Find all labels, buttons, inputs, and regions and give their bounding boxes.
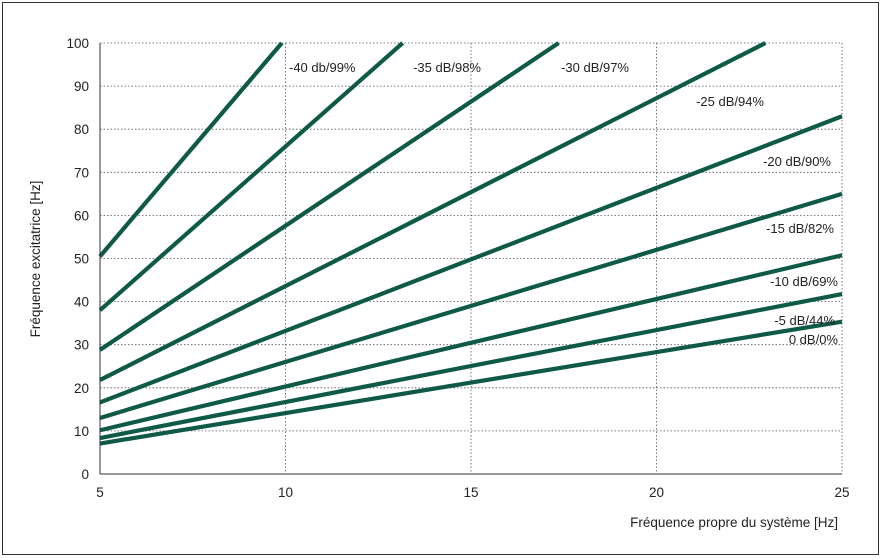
series-labels: 0 dB/0% -5 dB/44% -10 dB/69% -15 dB/82% -20 …: [289, 60, 838, 347]
x-tick-label: 20: [649, 485, 664, 500]
y-tick-label: 50: [74, 252, 89, 267]
y-tick-label: 60: [74, 208, 89, 223]
series-line: [98, 41, 560, 352]
y-axis-title: Fréquence excitatrice [Hz]: [28, 181, 43, 338]
series-label: 0 dB/0%: [789, 332, 839, 347]
series-label: -10 dB/69%: [770, 274, 838, 289]
y-tick-label: 80: [74, 122, 89, 137]
y-tick-label: 70: [74, 165, 89, 180]
series-line: [99, 291, 843, 441]
series-line: [99, 41, 767, 382]
y-tick-label: 20: [74, 381, 89, 396]
x-tick-label: 5: [96, 485, 104, 500]
y-tick-label: 40: [74, 295, 89, 310]
x-axis-title: Fréquence propre du système [Hz]: [630, 515, 838, 530]
series-label: -35 dB/98%: [413, 60, 481, 75]
series-label: -40 db/99%: [289, 60, 356, 75]
series-label: -5 dB/44%: [774, 313, 835, 328]
series-line: [98, 41, 284, 258]
series-label: -15 dB/82%: [766, 221, 834, 236]
x-tick-label: 15: [463, 485, 478, 500]
series-line: [99, 191, 843, 420]
series-line: [99, 253, 843, 433]
series-lines: [98, 41, 843, 446]
y-tick-label: 90: [74, 79, 89, 94]
series-line: [99, 319, 843, 446]
y-tick-label: 100: [66, 36, 89, 51]
x-tick-label: 25: [834, 485, 849, 500]
series-line: [98, 41, 405, 312]
tick-labels: 0 10 20 30 40 50 60 70 80 90 100 5 10 15 20 25: [66, 36, 849, 500]
y-tick-label: 30: [74, 338, 89, 353]
series-label: -25 dB/94%: [696, 94, 764, 109]
axes: [99, 43, 842, 475]
y-tick-label: 10: [74, 424, 89, 439]
series-line: [99, 114, 843, 405]
series-label: -30 dB/97%: [561, 60, 629, 75]
series-label: -20 dB/90%: [763, 154, 831, 169]
y-tick-label: 0: [81, 467, 89, 482]
x-tick-label: 10: [278, 485, 293, 500]
